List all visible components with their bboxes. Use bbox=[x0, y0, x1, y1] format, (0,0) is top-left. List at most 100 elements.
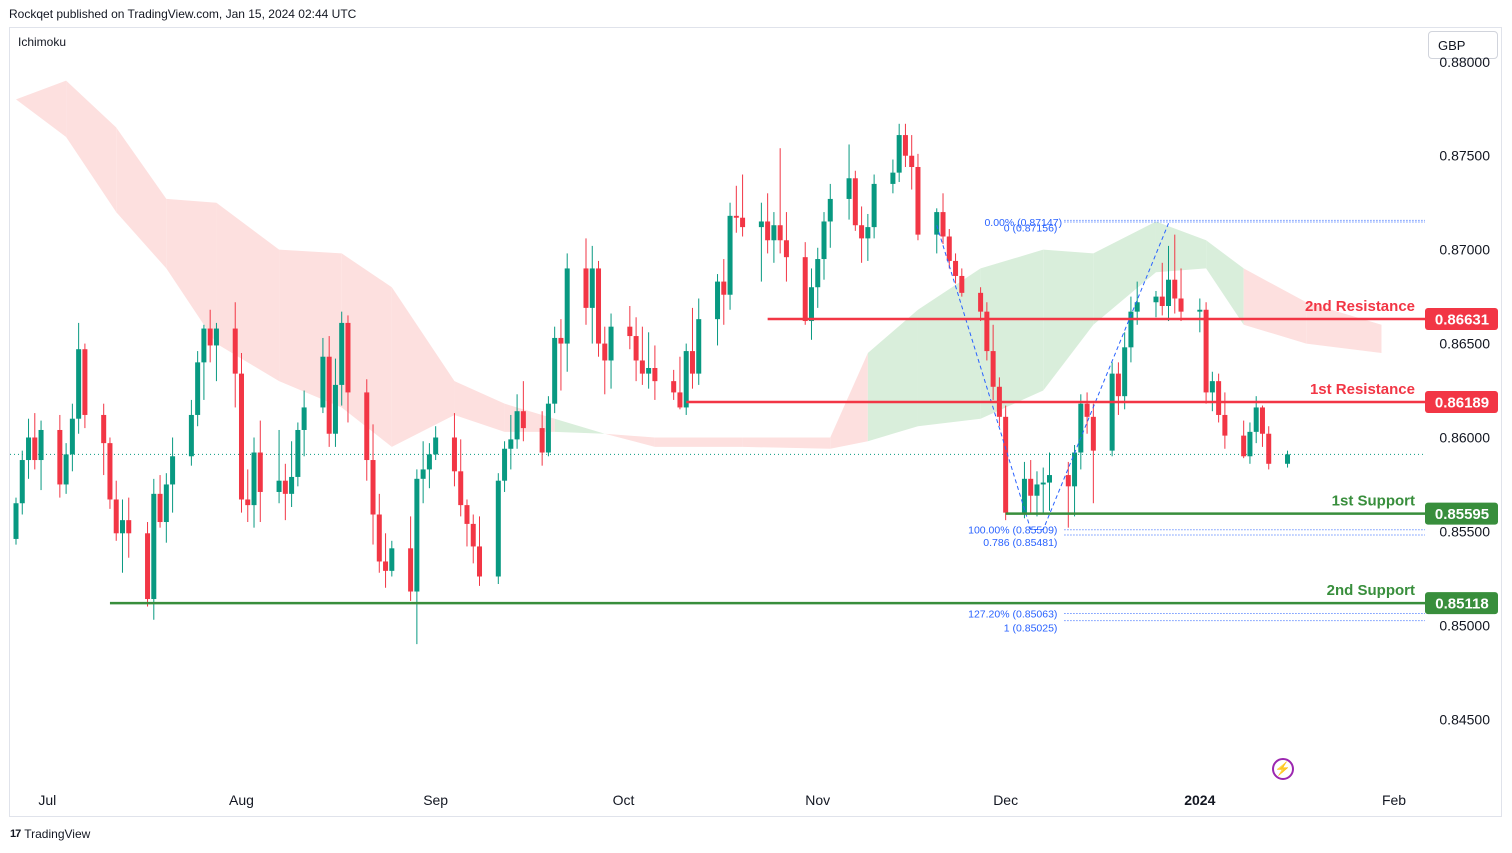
candle-body bbox=[871, 183, 877, 228]
candle-body bbox=[163, 484, 169, 523]
candle-body bbox=[984, 311, 990, 352]
candle-body bbox=[990, 351, 996, 387]
candle-body bbox=[1259, 407, 1265, 434]
ichimoku-cloud-segment bbox=[1306, 302, 1382, 353]
price-badge-label: 0.85118 bbox=[1435, 596, 1488, 613]
candle-body bbox=[170, 456, 176, 485]
candle-body bbox=[470, 523, 476, 547]
candle-body bbox=[414, 478, 420, 592]
footer[interactable]: 17 TradingView bbox=[10, 827, 90, 841]
candle-body bbox=[677, 392, 683, 408]
candle-body bbox=[583, 268, 589, 308]
candle-body bbox=[1115, 373, 1121, 397]
x-tick-label: Sep bbox=[423, 792, 448, 808]
ichimoku-cloud-segment bbox=[391, 287, 455, 447]
currency-button[interactable]: GBP bbox=[1428, 31, 1498, 59]
candle-body bbox=[946, 236, 952, 261]
candle-body bbox=[19, 460, 25, 504]
ichimoku-cloud-segment bbox=[216, 202, 280, 382]
candle-body bbox=[207, 328, 213, 346]
candle-body bbox=[1216, 381, 1222, 415]
candle-body bbox=[808, 287, 814, 322]
price-badge-label: 0.86631 bbox=[1435, 311, 1489, 328]
candle-body bbox=[639, 360, 645, 374]
y-tick-label: 0.85000 bbox=[1439, 617, 1490, 633]
candle-body bbox=[82, 349, 88, 415]
candle-body bbox=[119, 520, 125, 534]
candle-body bbox=[1134, 302, 1140, 312]
candle-body bbox=[408, 548, 414, 592]
price-badge-label: 0.86189 bbox=[1435, 394, 1489, 411]
candle-body bbox=[652, 367, 658, 382]
candle-body bbox=[852, 178, 858, 226]
ichimoku-cloud-segment bbox=[1155, 221, 1207, 273]
ichimoku-cloud-segment bbox=[980, 249, 1044, 419]
candle-body bbox=[520, 411, 526, 429]
ichimoku-cloud-segment bbox=[1206, 240, 1244, 325]
candle-body bbox=[420, 469, 426, 479]
candle-body bbox=[821, 221, 827, 260]
candle-body bbox=[69, 418, 75, 455]
publisher-header: Rockqet published on TradingView.com, Ja… bbox=[9, 7, 357, 21]
candle-body bbox=[683, 351, 689, 408]
price-badge bbox=[1425, 592, 1498, 615]
x-tick-label: Feb bbox=[1382, 792, 1406, 808]
candle-body bbox=[689, 351, 695, 374]
ichimoku-cloud-segment bbox=[604, 433, 655, 447]
candle-body bbox=[909, 155, 915, 168]
y-tick-label: 0.87000 bbox=[1439, 242, 1490, 258]
candle-body bbox=[758, 221, 764, 228]
candle-body bbox=[589, 268, 595, 308]
candle-body bbox=[495, 480, 501, 577]
candle-body bbox=[1285, 454, 1291, 464]
candle-body bbox=[696, 319, 702, 374]
candle-body bbox=[940, 212, 946, 237]
candle-body bbox=[727, 215, 733, 295]
tradingview-logo-icon: 17 bbox=[10, 828, 21, 840]
candle-body bbox=[934, 212, 940, 235]
candle-body bbox=[539, 428, 545, 453]
fib-label: 100.00% (0.85509) bbox=[968, 525, 1057, 537]
candle-body bbox=[1109, 373, 1115, 451]
y-tick-label: 0.87500 bbox=[1439, 148, 1490, 164]
candle-body bbox=[464, 505, 470, 524]
candle-body bbox=[1122, 347, 1128, 397]
candle-body bbox=[326, 356, 332, 434]
ichimoku-cloud-segment bbox=[341, 253, 392, 447]
candle-body bbox=[389, 548, 395, 571]
candle-body bbox=[502, 448, 508, 481]
candle-body bbox=[295, 429, 301, 477]
candle-body bbox=[1153, 296, 1159, 303]
candle-body bbox=[1078, 403, 1084, 453]
candle-body bbox=[426, 454, 432, 470]
candle-body bbox=[514, 411, 520, 440]
candle-body bbox=[301, 407, 307, 430]
footer-brand: TradingView bbox=[24, 827, 91, 841]
candle-body bbox=[978, 292, 984, 312]
candle-body bbox=[596, 268, 602, 344]
fib-label: 127.20% (0.85063) bbox=[968, 609, 1057, 621]
candle-body bbox=[232, 328, 238, 374]
y-tick-label: 0.88000 bbox=[1439, 54, 1490, 70]
candle-body bbox=[195, 362, 201, 415]
y-tick-label: 0.86000 bbox=[1439, 429, 1490, 445]
candle-body bbox=[783, 240, 789, 258]
ichimoku-cloud-segment bbox=[867, 309, 918, 442]
fib-label: 1 (0.85025) bbox=[1004, 623, 1058, 635]
candle-body bbox=[1247, 431, 1253, 457]
lightning-icon[interactable]: ⚡ bbox=[1272, 758, 1294, 780]
candle-body bbox=[777, 225, 783, 241]
candle-body bbox=[953, 260, 959, 276]
level-label: 1st Resistance bbox=[1310, 381, 1415, 398]
ichimoku-cloud-segment bbox=[279, 249, 342, 408]
candle-body bbox=[602, 343, 608, 361]
candle-body bbox=[188, 414, 194, 457]
candle-body bbox=[26, 437, 32, 461]
candle-body bbox=[151, 493, 157, 600]
candle-body bbox=[846, 178, 852, 199]
candle-body bbox=[802, 257, 808, 322]
ichimoku-cloud-segment bbox=[1243, 268, 1307, 344]
indicator-label[interactable]: Ichimoku bbox=[18, 35, 67, 49]
y-tick-label: 0.84500 bbox=[1439, 711, 1490, 727]
